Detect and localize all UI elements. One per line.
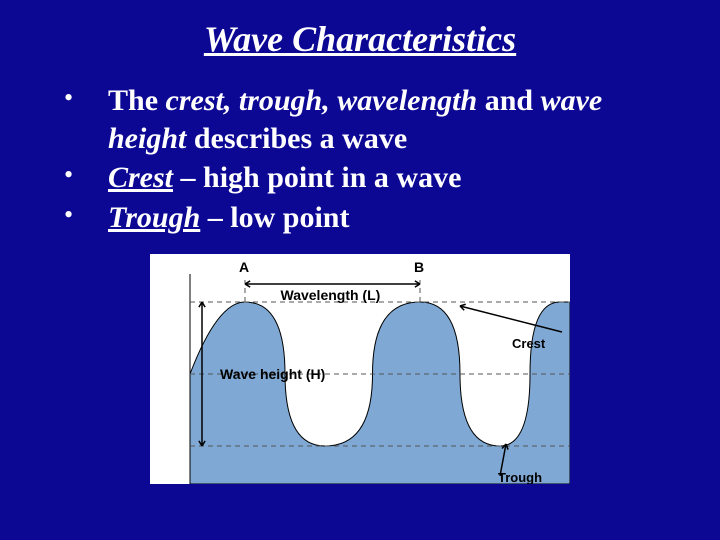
- slide-title: Wave Characteristics: [40, 18, 680, 60]
- bullet-text: Trough – low point: [108, 201, 349, 234]
- svg-text:Wavelength (L): Wavelength (L): [281, 287, 381, 303]
- svg-text:Trough: Trough: [498, 470, 542, 484]
- svg-text:Wave height (H): Wave height (H): [220, 366, 325, 382]
- bullet-item: The crest, trough, wavelength and wave h…: [60, 82, 680, 157]
- svg-text:Crest: Crest: [512, 336, 546, 351]
- wave-diagram-svg: A B Wavelength (L) Wave height (H) Crest Trou…: [150, 254, 570, 484]
- bullet-text: The crest, trough, wavelength and wave h…: [108, 84, 602, 155]
- bullet-item: Trough – low point: [60, 199, 680, 237]
- bullet-item: Crest – high point in a wave: [60, 159, 680, 197]
- svg-text:B: B: [414, 259, 424, 275]
- svg-text:A: A: [239, 259, 249, 275]
- bullet-text: Crest – high point in a wave: [108, 161, 461, 194]
- wave-diagram: A B Wavelength (L) Wave height (H) Crest Trou…: [150, 254, 570, 484]
- bullet-list: The crest, trough, wavelength and wave h…: [60, 82, 680, 236]
- slide: Wave Characteristics The crest, trough, …: [0, 0, 720, 540]
